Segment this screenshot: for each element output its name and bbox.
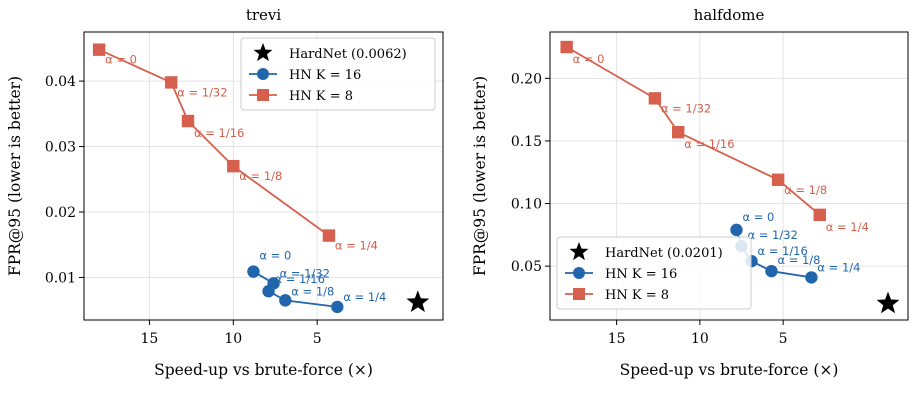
y-tick-label: 0.10 — [511, 197, 542, 213]
data-label-k16: α = 0 — [742, 210, 774, 224]
data-point-k8 — [92, 43, 106, 56]
legend-entry-label: HN K = 16 — [605, 267, 677, 282]
data-label-k16: α = 0 — [259, 249, 291, 263]
data-point-k16 — [247, 265, 260, 278]
data-point-k8 — [181, 114, 195, 128]
data-label-k8: α = 1/16 — [684, 137, 734, 151]
legend-entry-label: HardNet (0.0201) — [605, 246, 723, 261]
data-point-k8 — [560, 40, 573, 54]
legend-entry-label: HN K = 16 — [289, 68, 361, 83]
chart-title: halfdome — [694, 6, 765, 24]
legend-marker-hardnet — [253, 43, 273, 62]
data-label-k16: α = 1/8 — [291, 284, 334, 298]
y-axis-label: FPR@95 (lower is better) — [471, 76, 489, 276]
x-tick-label: 5 — [313, 331, 322, 347]
x-axis-label: Speed-up vs brute-force (×) — [154, 361, 373, 379]
chart-panel-halfdome: α = 0α = 1/32α = 1/16α = 1/8α = 1/4α = 0… — [471, 6, 909, 379]
data-point-k8 — [771, 173, 785, 186]
legend-entry-label: HN K = 8 — [289, 89, 353, 104]
y-tick-label: 0.20 — [511, 71, 542, 87]
x-tick-label: 10 — [691, 331, 709, 347]
data-point-k8 — [813, 208, 826, 222]
data-label-k16: α = 1/8 — [777, 253, 820, 267]
hardnet-reference-point — [406, 290, 430, 312]
y-tick-label: 0.01 — [45, 270, 76, 286]
data-point-k8 — [165, 76, 178, 89]
data-label-k8: α = 0 — [105, 53, 137, 67]
legend-marker-k8 — [573, 288, 585, 300]
y-tick-label: 0.04 — [45, 74, 76, 90]
data-label-k16: α = 1/4 — [817, 260, 860, 274]
legend-entry-label: HN K = 8 — [605, 288, 669, 303]
y-axis-label: FPR@95 (lower is better) — [6, 76, 24, 276]
legend-entry-label: HardNet (0.0062) — [289, 47, 407, 62]
legend-marker-k16 — [257, 68, 269, 80]
data-label-k8: α = 1/4 — [335, 239, 378, 253]
axes-frame — [549, 31, 909, 321]
y-tick-label: 0.15 — [511, 134, 542, 150]
data-label-k8: α = 1/32 — [177, 85, 227, 99]
chart-panel-trevi: α = 0α = 1/32α = 1/16α = 1/8 α = 1/4α = 0… — [6, 6, 444, 379]
data-label-k8: α = 1/8 — [239, 169, 282, 183]
series-line-k8 — [566, 46, 821, 216]
x-tick-label: 15 — [608, 331, 626, 347]
data-label-k8: α = 1/32 — [661, 101, 711, 115]
data-point-k8 — [227, 159, 240, 173]
x-axis-label: Speed-up vs brute-force (×) — [620, 361, 839, 379]
hardnet-reference-point — [876, 291, 900, 314]
data-label-k16: α = 1/4 — [343, 290, 386, 304]
data-point-k16 — [730, 223, 743, 237]
data-point-k8 — [322, 229, 336, 242]
data-point-k8 — [648, 92, 662, 105]
x-tick-label: 5 — [779, 331, 788, 347]
data-point-k16 — [331, 300, 344, 314]
data-label-k16: α = 1/32 — [747, 228, 797, 242]
legend-marker-hardnet — [569, 242, 589, 261]
data-point-k8 — [672, 125, 685, 139]
data-label-k16: α = 1/16 — [757, 244, 807, 258]
legend-marker-k8 — [257, 89, 269, 101]
y-tick-label: 0.03 — [45, 140, 76, 156]
x-tick-label: 10 — [224, 331, 242, 347]
legend: HardNet (0.0062) HN K = 16 HN K = 8 — [240, 37, 436, 111]
data-point-k16 — [279, 294, 292, 307]
x-tick-label: 15 — [141, 331, 159, 347]
y-tick-label: 0.02 — [45, 205, 76, 221]
data-label-k8: α = 1/8 — [784, 183, 827, 197]
data-label-k16: α = 1/32 — [280, 266, 330, 280]
legend-marker-k16 — [573, 267, 585, 279]
y-tick-label: 0.05 — [511, 259, 542, 275]
data-point-k16 — [262, 285, 275, 298]
chart-title: trevi — [246, 6, 282, 24]
legend: HardNet (0.0201) HN K = 16 HN K = 8 — [556, 236, 752, 310]
data-label-k16: α = 1/16 — [275, 272, 325, 286]
data-point-k16 — [765, 264, 778, 278]
data-point-k16 — [805, 271, 818, 284]
legend-box — [556, 236, 752, 310]
data-label-k8: α = 1/16 — [194, 126, 244, 140]
data-label-k8: α = 0 — [573, 52, 605, 66]
data-label-k8: α = 1/4 — [826, 220, 869, 234]
axes-frame — [83, 31, 444, 321]
legend-box — [240, 37, 436, 111]
